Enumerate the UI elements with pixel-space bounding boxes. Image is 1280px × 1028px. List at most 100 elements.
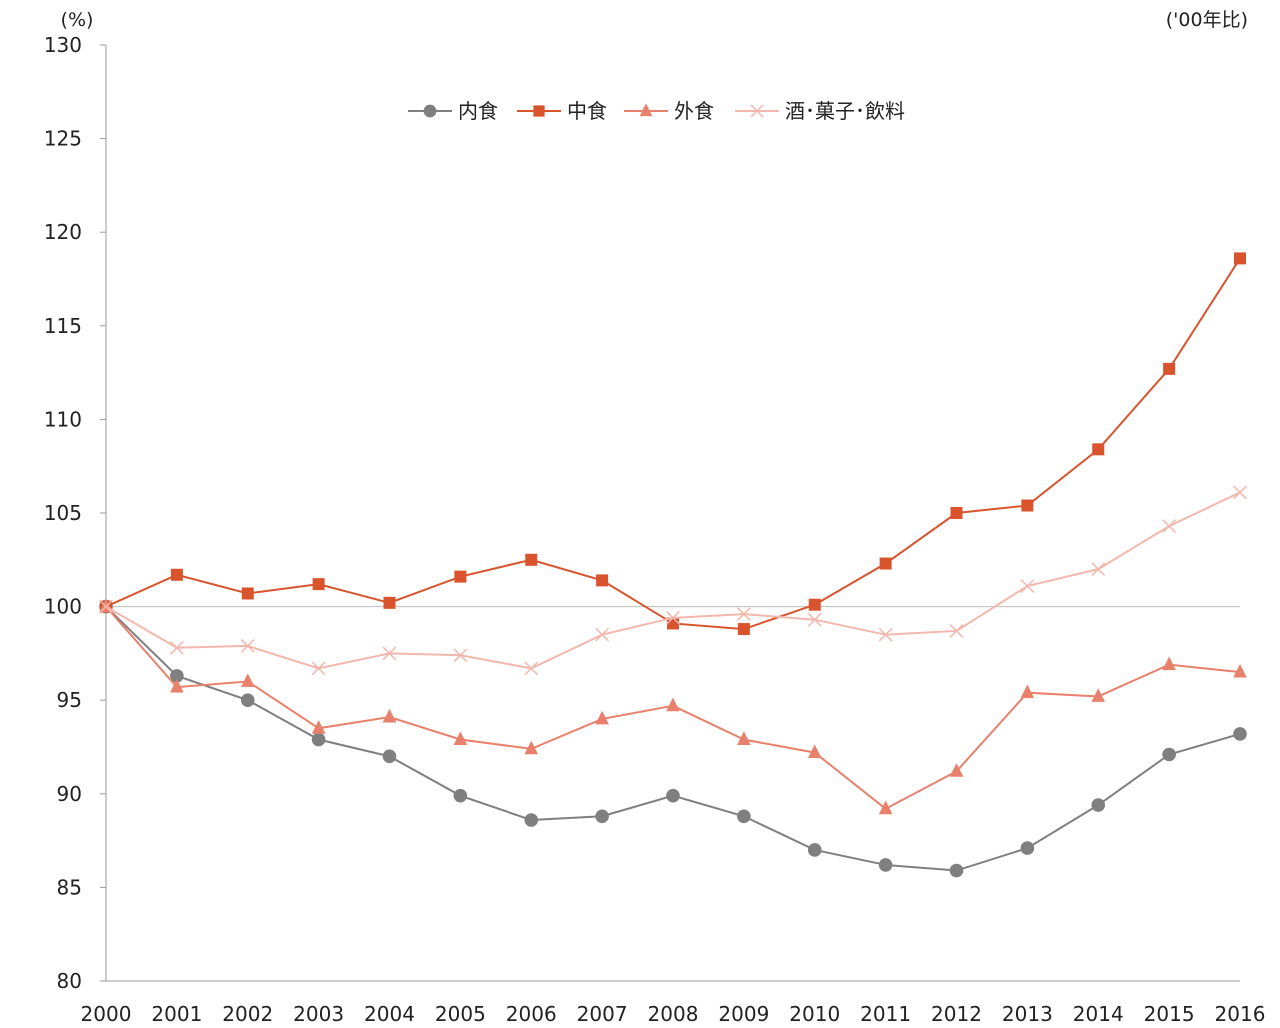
data-point	[949, 763, 964, 777]
data-point	[1020, 684, 1035, 699]
y-tick-label: 85	[57, 875, 82, 899]
data-point	[382, 646, 397, 661]
data-point	[737, 731, 751, 745]
series-group	[99, 598, 1247, 815]
x-tick-label: 2014	[1073, 1002, 1124, 1024]
legend-item: 中食	[517, 99, 607, 123]
x-tick-label: 2007	[577, 1002, 628, 1024]
data-point	[1091, 562, 1106, 577]
x-tick-label: 2013	[1002, 1002, 1053, 1024]
data-point	[170, 678, 184, 693]
data-point	[807, 744, 822, 759]
y-tick-label: 110	[44, 407, 82, 431]
data-point	[750, 104, 764, 118]
data-point	[807, 843, 822, 857]
data-point	[240, 673, 255, 687]
data-point	[666, 697, 680, 712]
data-point	[878, 627, 893, 642]
series-line	[105, 257, 1241, 631]
data-point	[311, 661, 326, 676]
x-tick-label: 2008	[648, 1002, 699, 1024]
legend-label: 酒･菓子･飲料	[785, 99, 905, 123]
data-point	[1021, 499, 1034, 512]
x-tick-label: 2006	[506, 1002, 557, 1024]
data-point	[949, 624, 964, 638]
data-point	[1233, 485, 1247, 500]
data-point	[807, 612, 822, 627]
data-point	[949, 863, 964, 878]
x-tick-label: 2015	[1144, 1002, 1195, 1024]
data-point	[524, 813, 539, 827]
y-tick-label: 115	[44, 314, 82, 338]
data-point	[1091, 688, 1106, 702]
x-tick-label: 2011	[860, 1002, 911, 1024]
y-tick-label: 130	[44, 33, 82, 57]
series-group	[99, 599, 1247, 878]
data-point	[736, 607, 751, 622]
data-point	[1162, 747, 1176, 762]
data-point	[595, 627, 610, 642]
data-point	[1020, 841, 1035, 855]
legend-label: 内食	[458, 99, 498, 123]
data-point	[382, 749, 397, 764]
data-point	[525, 553, 538, 566]
y-tick-label: 100	[44, 595, 82, 619]
x-tick-label: 2003	[293, 1002, 344, 1024]
y-unit-label: (%)	[61, 9, 94, 31]
data-point	[1162, 519, 1177, 534]
data-point	[311, 720, 326, 734]
legend-item: 内食	[408, 99, 498, 123]
data-point	[382, 708, 397, 723]
basis-label: ('00年比)	[1166, 9, 1248, 31]
data-point	[454, 570, 467, 583]
data-point	[241, 587, 254, 600]
x-tick-label: 2001	[151, 1002, 202, 1024]
legend: 内食 中食 外食 酒･菓子･飲料	[408, 99, 905, 123]
y-tick-label: 120	[44, 220, 82, 244]
data-point	[453, 788, 468, 803]
y-tick-label: 80	[57, 969, 82, 993]
legend-item: 外食	[624, 99, 714, 123]
data-point	[737, 809, 751, 824]
data-point	[595, 809, 609, 824]
data-point	[1162, 656, 1176, 671]
series-group	[100, 252, 1246, 636]
x-tick-label: 2010	[789, 1002, 840, 1024]
data-point	[1163, 362, 1176, 375]
data-point	[453, 648, 468, 663]
data-point	[878, 858, 893, 872]
data-point	[170, 568, 183, 581]
data-point	[666, 788, 680, 803]
axes: 80 85 90 95 100 105 110 115 120 125 130 2000 2001 200…	[44, 33, 1266, 1026]
x-tick-label: 2009	[718, 1002, 769, 1024]
data-point	[99, 599, 113, 614]
y-tick-label: 90	[57, 782, 82, 806]
data-point	[639, 103, 653, 117]
y-tick-label: 95	[57, 688, 82, 712]
x-tick-label: 2000	[81, 1002, 132, 1024]
data-point	[950, 507, 963, 519]
data-point	[737, 623, 750, 636]
data-point	[383, 596, 396, 609]
data-point	[524, 740, 539, 755]
x-tick-label: 2002	[222, 1002, 273, 1024]
data-point	[311, 732, 326, 747]
data-point	[453, 731, 468, 745]
data-point	[1092, 443, 1105, 456]
data-point	[169, 640, 184, 655]
x-tick-label: 2005	[435, 1002, 486, 1024]
data-point	[595, 710, 609, 725]
y-tick-label: 105	[44, 501, 82, 525]
series-group	[99, 485, 1247, 676]
data-point	[1091, 798, 1106, 812]
data-point	[1234, 252, 1246, 265]
data-point	[240, 638, 255, 653]
data-point	[596, 574, 609, 587]
series-layer	[99, 252, 1247, 878]
data-point	[1020, 579, 1035, 593]
data-point	[423, 104, 437, 118]
y-tick-label: 125	[44, 127, 82, 151]
data-point	[1233, 663, 1247, 678]
